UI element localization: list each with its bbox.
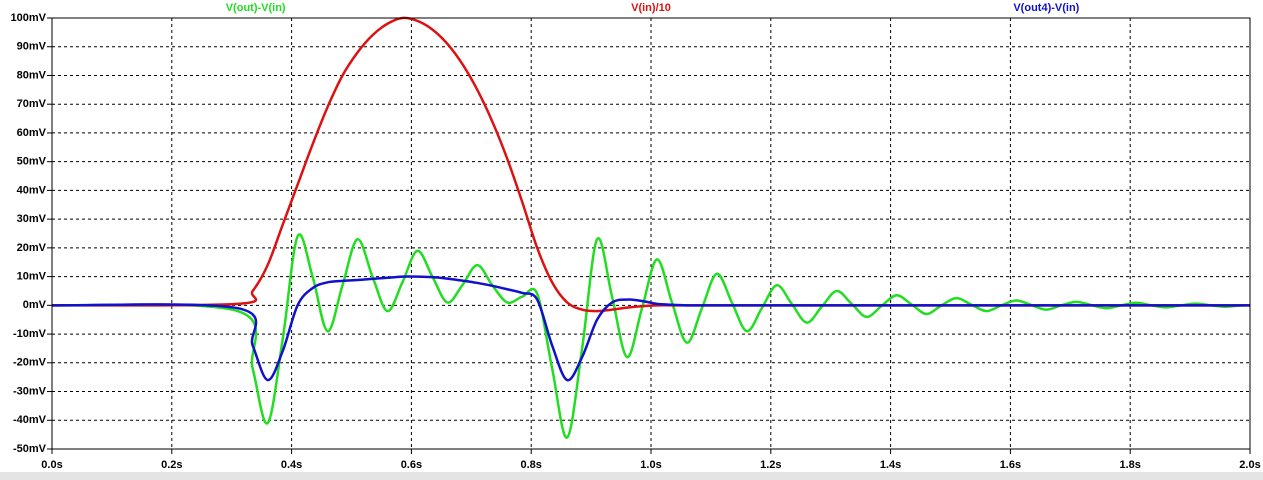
y-tick-label: -10mV — [13, 328, 47, 340]
x-tick-label: 1.2s — [760, 459, 781, 471]
x-tick-label: 2.0s — [1239, 459, 1260, 471]
x-tick-label: 0.4s — [281, 459, 302, 471]
y-tick-label: 100mV — [11, 12, 47, 24]
y-tick-label: 40mV — [17, 184, 47, 196]
grid — [47, 17, 1251, 454]
y-tick-label: 10mV — [17, 271, 47, 283]
legend-entry: V(out)-V(in) — [226, 2, 286, 14]
y-tick-label: 80mV — [17, 69, 47, 81]
y-tick-label: 70mV — [17, 98, 47, 110]
x-tick-label: 0.0s — [41, 459, 62, 471]
y-tick-label: 20mV — [17, 242, 47, 254]
status-strip — [0, 472, 1263, 480]
labels: -50mV -40mV -30mV -20mV -10mV 0mV 10mV 20mV 30mV… — [11, 2, 1261, 471]
y-tick-label: -50mV — [13, 443, 47, 455]
y-tick-label: 90mV — [17, 41, 47, 53]
legend-entry: V(in)/10 — [631, 2, 671, 14]
plot-frame — [51, 17, 1251, 450]
x-tick-label: 0.8s — [520, 459, 541, 471]
y-tick-label: -40mV — [13, 414, 47, 426]
x-tick-label: 1.0s — [640, 459, 661, 471]
series-line — [51, 275, 1250, 382]
x-tick-label: 1.8s — [1119, 459, 1140, 471]
y-tick-label: -20mV — [13, 357, 47, 369]
y-tick-label: -30mV — [13, 385, 47, 397]
y-tick-label: 30mV — [17, 213, 47, 225]
x-tick-label: 0.6s — [401, 459, 422, 471]
series-line — [51, 233, 1251, 439]
y-tick-label: 60mV — [17, 127, 47, 139]
x-tick-label: 1.4s — [880, 459, 901, 471]
y-tick-label: 50mV — [17, 156, 47, 168]
y-tick-label: 0mV — [23, 299, 47, 311]
x-tick-label: 0.2s — [161, 459, 182, 471]
x-tick-label: 1.6s — [1000, 459, 1021, 471]
legend-entry: V(out4)-V(in) — [1013, 2, 1079, 14]
plot-lines — [51, 16, 1251, 439]
